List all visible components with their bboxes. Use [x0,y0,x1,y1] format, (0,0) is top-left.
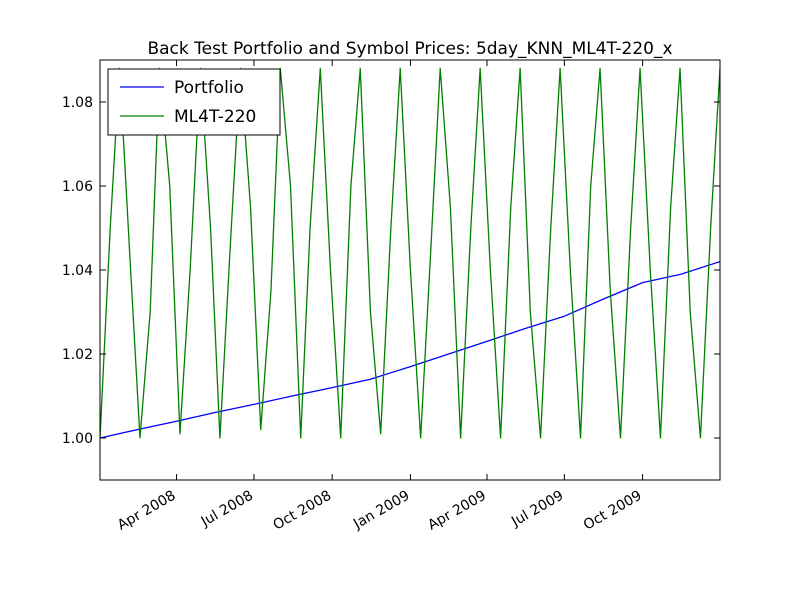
legend-label-portfolio: Portfolio [174,78,244,98]
y-tick-label: 1.08 [62,95,93,111]
legend-label-ml4t-220: ML4T-220 [174,107,256,127]
legend-box [107,68,281,136]
legend: Portfolio ML4T-220 [107,68,281,136]
y-tick-label: 1.06 [62,179,93,195]
series-line-portfolio [100,260,720,439]
plot-frame [99,59,721,481]
y-tick-label: 1.04 [62,263,93,279]
chart-title: Back Test Portfolio and Symbol Prices: 5… [147,39,672,59]
y-tick-label: 1.00 [62,431,93,447]
y-tick-label: 1.02 [62,347,93,363]
